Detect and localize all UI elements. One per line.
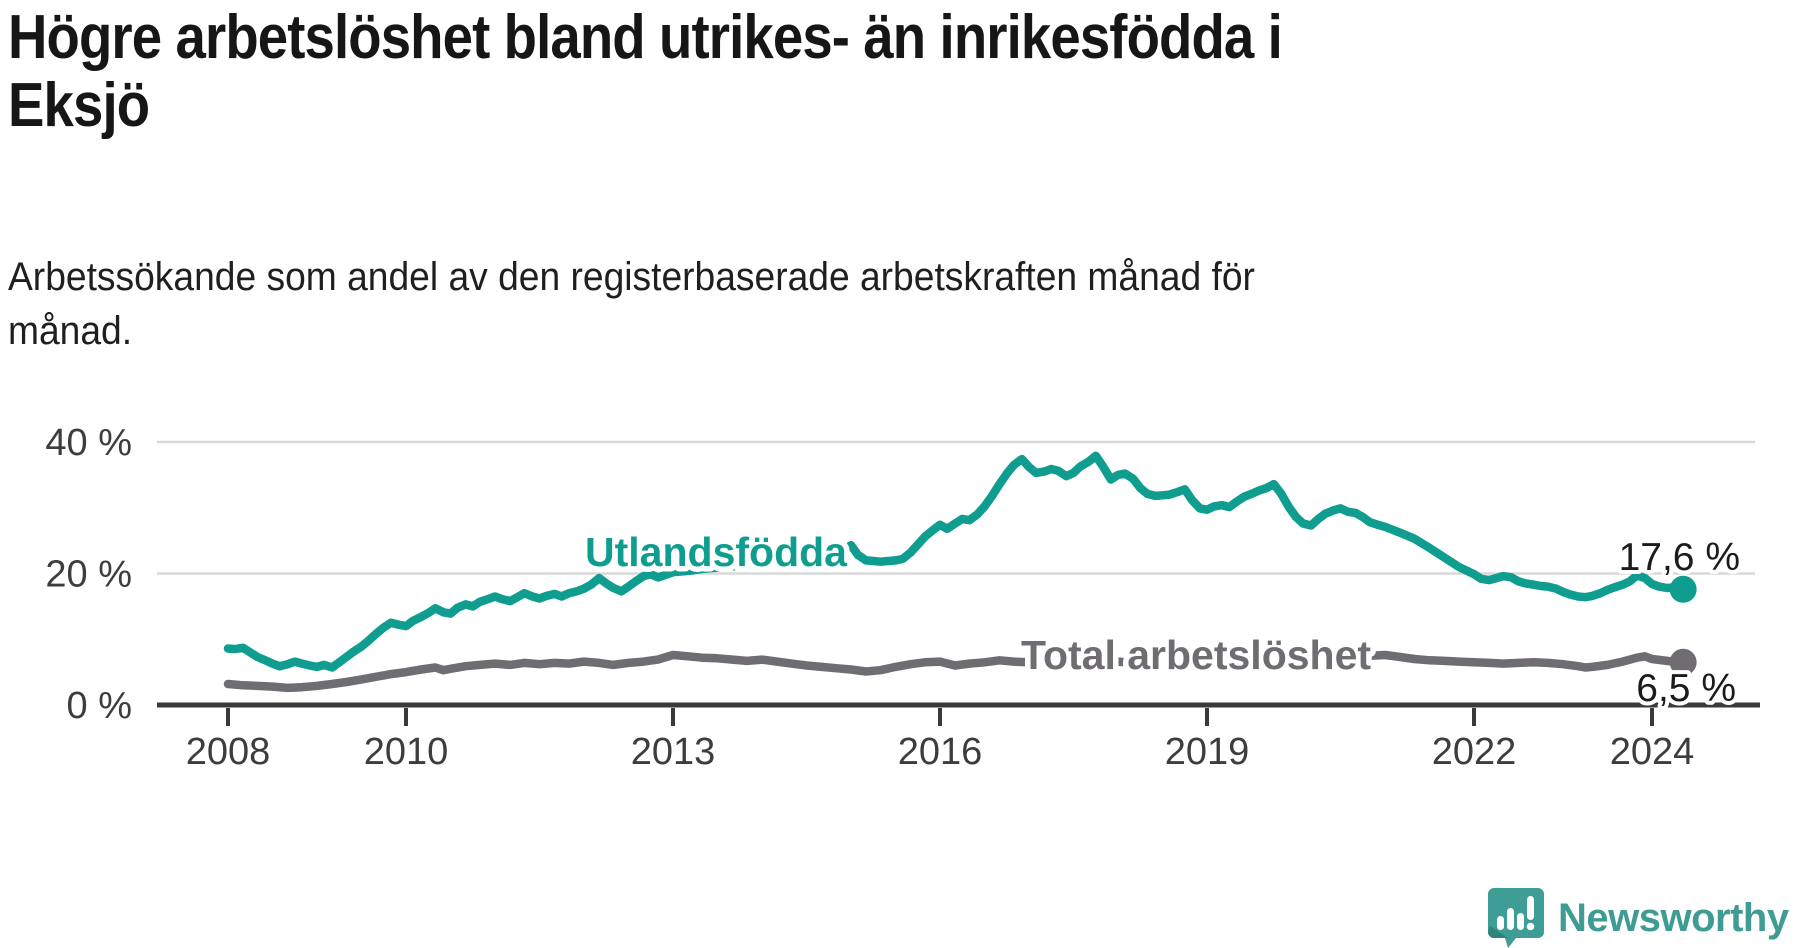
series-label-total: Total arbetslöshet: [1021, 632, 1371, 678]
x-tick-label: 2013: [631, 731, 716, 773]
x-tick-label: 2024: [1610, 731, 1695, 773]
y-tick-label: 40 %: [45, 422, 132, 464]
x-tick-label: 2019: [1165, 731, 1250, 773]
series-line-total: [223, 649, 1688, 693]
x-tick-label: 2016: [898, 731, 983, 773]
page-title: Högre arbetslöshet bland utrikes- än inr…: [8, 4, 1504, 140]
newsworthy-icon: [1488, 888, 1544, 948]
newsworthy-logo: Newsworthy: [1488, 888, 1789, 948]
chart-subtitle: Arbetssökande som andel av den registerb…: [8, 250, 1459, 358]
series-label-utlandsfodda: Utlandsfödda: [585, 529, 848, 575]
series-end-value: 17,6 %: [1619, 536, 1740, 579]
x-tick-label: 2008: [186, 731, 271, 773]
subtitle-line-1: Arbetssökande som andel av den registerb…: [8, 255, 1255, 299]
y-tick-label: 0 %: [67, 685, 132, 727]
subtitle-line-2: månad.: [8, 309, 133, 353]
title-line-1: Högre arbetslöshet bland utrikes- än inr…: [8, 3, 1283, 72]
newsworthy-wordmark: Newsworthy: [1558, 895, 1789, 940]
x-tick-label: 2010: [364, 731, 449, 773]
y-tick-label: 20 %: [45, 554, 132, 596]
series-end-dot: [1669, 648, 1697, 676]
x-tick-label: 2022: [1432, 731, 1517, 773]
series-end-dot: [1669, 575, 1697, 603]
title-line-2: Eksjö: [8, 71, 150, 140]
series-end-value: 6,5 %: [1636, 667, 1736, 710]
series-line-utlandsfodda: [223, 451, 1688, 672]
